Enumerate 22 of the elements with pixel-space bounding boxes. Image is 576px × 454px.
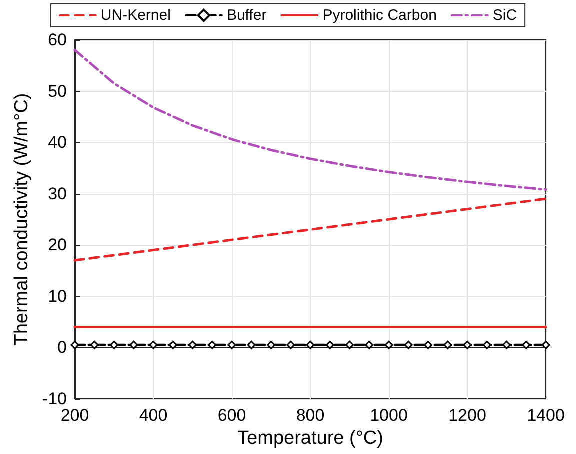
x-tick-label: 1000: [370, 406, 408, 425]
x-tick-label: 1200: [448, 406, 486, 425]
y-tick-label: -10: [42, 390, 67, 408]
line-series: [74, 49, 548, 192]
x-tick-label: 400: [139, 406, 168, 425]
x-tick-label: 600: [218, 406, 246, 425]
y-tick-label: 60: [48, 30, 67, 50]
y-tick-label: 20: [48, 236, 67, 255]
y-tick-label: 10: [48, 286, 67, 306]
y-tick-label: 0: [58, 338, 67, 358]
y-axis-title: Thermal conductivity (W/m°C): [12, 93, 33, 346]
x-tick-label: 200: [60, 406, 90, 425]
legend-label: Buffer: [226, 7, 267, 24]
y-tick-label: 30: [48, 184, 67, 204]
legend-label: SiC: [492, 7, 518, 24]
legend-label: UN-Kernel: [100, 7, 171, 24]
x-axis-title: Temperature (°C): [238, 428, 384, 449]
legend-label: Pyrolithic Carbon: [322, 7, 437, 24]
y-tick-label: 50: [48, 82, 67, 101]
x-tick-label: 800: [296, 406, 325, 425]
x-tick-label: 1400: [527, 406, 565, 425]
y-tick-label: 40: [48, 133, 67, 152]
